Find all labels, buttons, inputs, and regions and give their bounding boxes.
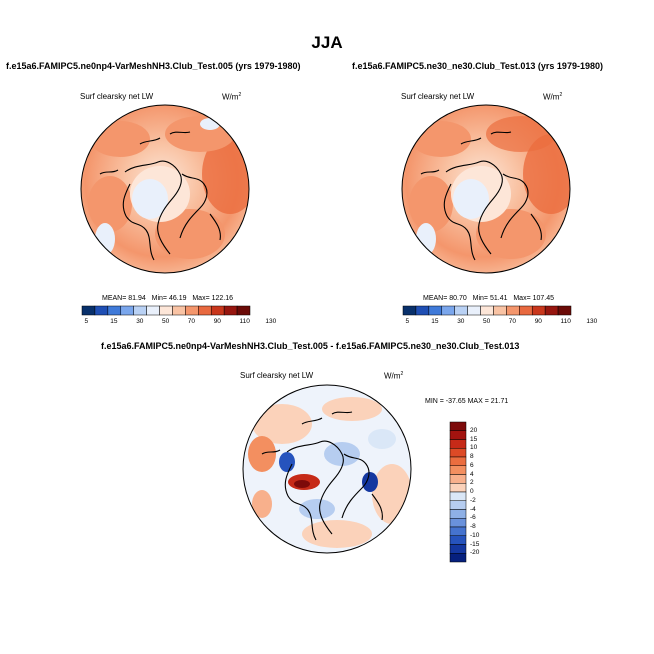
colorbar-swatch [236,305,251,316]
colorbar-swatch [531,305,546,316]
panel-right-stats: MEAN= 80.70 Min= 51.41 Max= 107.45 [423,295,555,302]
panel-left-colorbar-ticks: 5 15 30 50 70 90 110 130 [82,318,277,328]
diff-colorbar-tick-label: 15 [470,435,478,443]
diff-colorbar-swatch [449,439,467,449]
colorbar-tick-label: 5 [84,318,89,325]
colorbar-swatch [544,305,559,316]
diff-colorbar-tick-label: -2 [470,496,476,504]
colorbar-swatch [146,305,160,316]
colorbar-swatch [107,305,122,316]
panel-right-map [401,104,571,274]
diff-minmax: MIN = -37.65 MAX = 21.71 [425,398,509,405]
diff-colorbar-tick-label: 4 [470,470,474,478]
colorbar-tick-label: 15 [110,318,118,325]
diff-map [242,384,412,554]
diff-colorbar-swatch [449,421,467,431]
colorbar-swatch [506,305,520,316]
colorbar-swatch [557,305,572,316]
colorbar-swatch [467,305,481,316]
colorbar-tick-label: 5 [405,318,410,325]
colorbar-swatch [120,305,134,316]
diff-colorbar-tick-label: 0 [470,488,474,495]
colorbar-tick-label: 70 [187,318,196,325]
diff-colorbar-tick-label: -8 [470,523,476,530]
colorbar-tick-label: 50 [483,318,491,325]
colorbar-swatch [519,305,533,316]
colorbar-swatch [159,305,173,316]
colorbar-swatch [133,305,147,316]
diff-units: W/m2 [384,371,404,381]
colorbar-tick-label: 130 [586,318,598,325]
panel-right-colorbar [402,305,572,316]
diff-colorbar-swatch [449,518,467,528]
colorbar-swatch [415,305,430,316]
colorbar-tick-label: 90 [534,318,542,325]
diff-colorbar-ticks: 20 15 10 8 6 4 2 0 -2 -4 -6 -8 -10 -15 -20 [470,422,500,562]
panel-left-stats: MEAN= 81.94 Min= 46.19 Max= 122.16 [102,295,234,302]
colorbar-tick-label: 70 [508,318,517,325]
panel-left-map [80,104,250,274]
diff-colorbar-tick-label: 10 [470,444,478,452]
colorbar-swatch [402,305,417,316]
diff-colorbar-tick-label: -20 [470,549,480,557]
colorbar-tick-label: 15 [431,318,439,325]
diff-colorbar-swatch [449,500,467,510]
panel-right-title: f.e15a6.FAMIPC5.ne30_ne30.Club_Test.013 … [352,61,603,71]
diff-colorbar-tick-label: -15 [470,540,480,548]
colorbar-tick-label: 30 [136,318,144,325]
panel-left-units: W/m2 [222,92,242,102]
diff-colorbar-tick-label: -10 [470,531,480,539]
diff-colorbar-tick-label: 20 [470,426,478,434]
colorbar-swatch [198,305,212,316]
page-title: JJA [311,33,343,52]
panel-left-colorbar [81,305,251,316]
colorbar-swatch [428,305,443,316]
diff-colorbar [449,421,467,563]
colorbar-tick-label: 110 [239,318,250,325]
diff-title: f.e15a6.FAMIPC5.ne0np4-VarMeshNH3.Club_T… [101,341,520,351]
diff-colorbar-swatch [449,509,467,519]
diff-colorbar-swatch [449,483,467,493]
diff-colorbar-swatch [449,430,467,440]
panel-left-title: f.e15a6.FAMIPC5.ne0np4-VarMeshNH3.Club_T… [6,61,301,71]
colorbar-tick-label: 130 [265,318,277,325]
colorbar-tick-label: 30 [457,318,465,325]
panel-right-units: W/m2 [543,92,563,102]
diff-colorbar-swatch [449,553,467,563]
colorbar-tick-label: 110 [560,318,571,325]
panel-left-variable: Surf clearsky net LW [80,92,154,101]
colorbar-swatch [223,305,238,316]
colorbar-tick-label: 50 [162,318,170,325]
diff-colorbar-swatch [449,535,467,545]
colorbar-tick-label: 90 [213,318,221,325]
diff-colorbar-swatch [449,448,467,458]
diff-colorbar-swatch [449,491,467,501]
diff-colorbar-swatch [449,465,467,475]
panel-right-colorbar-ticks: 5 15 30 50 70 90 110 130 [403,318,598,328]
colorbar-swatch [210,305,225,316]
colorbar-swatch [493,305,507,316]
diff-colorbar-tick-label: -6 [470,514,476,522]
diff-colorbar-tick-label: 2 [470,479,474,487]
diff-colorbar-swatch [449,474,467,484]
diff-colorbar-tick-label: 6 [470,461,474,469]
diff-colorbar-swatch [449,544,467,554]
colorbar-swatch [185,305,199,316]
diff-variable: Surf clearsky net LW [240,371,314,380]
colorbar-swatch [454,305,468,316]
diff-colorbar-swatch [449,456,467,466]
colorbar-swatch [94,305,109,316]
colorbar-swatch [172,305,186,316]
diff-colorbar-tick-label: -4 [470,505,476,513]
panel-right-variable: Surf clearsky net LW [401,92,475,101]
colorbar-swatch [480,305,494,316]
diff-colorbar-swatch [449,526,467,536]
colorbar-swatch [441,305,455,316]
colorbar-swatch [81,305,96,316]
diff-colorbar-tick-label: 8 [470,453,474,460]
